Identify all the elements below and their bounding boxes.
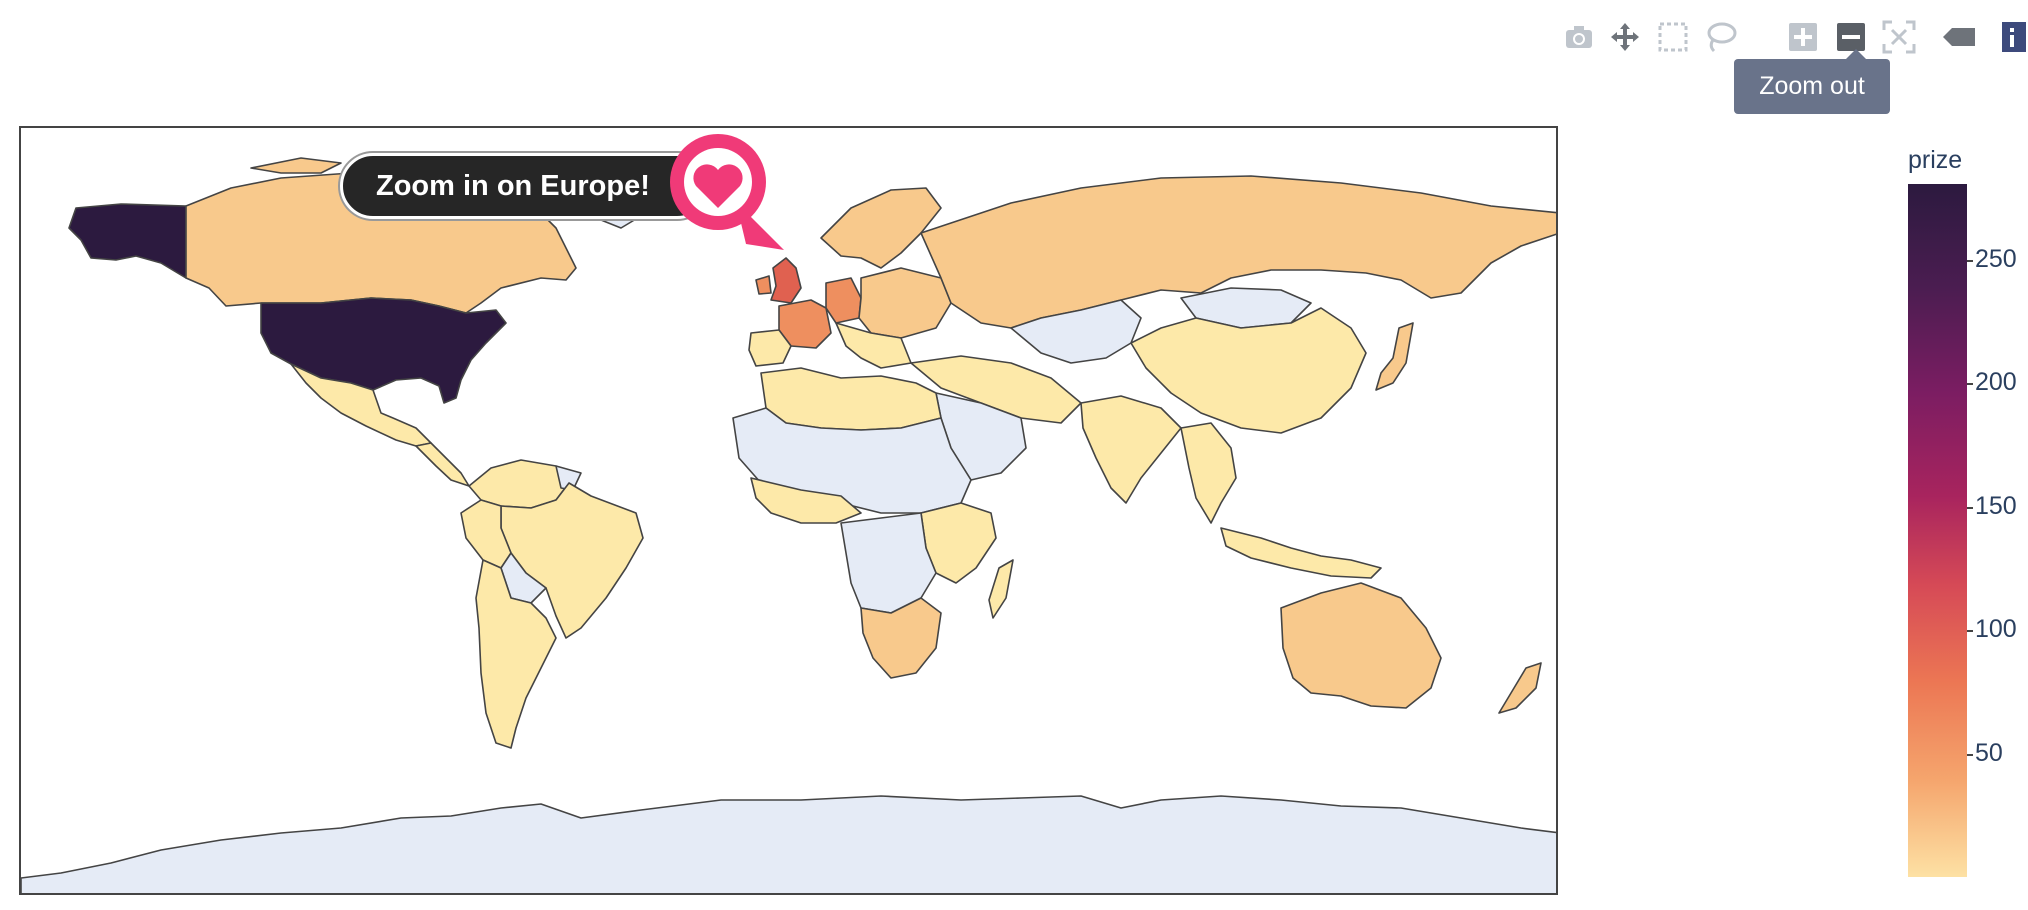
- country-italy-balkans: [835, 322, 912, 369]
- country-ireland: [755, 275, 772, 295]
- country-iberia: [748, 329, 792, 367]
- country-central-america: [415, 442, 470, 487]
- zoom-in-icon[interactable]: [1784, 18, 1822, 56]
- country-india: [1080, 395, 1182, 504]
- country-southeast-asia: [1180, 422, 1237, 524]
- callout-text: Zoom in on Europe!: [376, 169, 650, 202]
- country-canada-islands: [250, 157, 342, 174]
- country-southern-africa: [860, 597, 942, 679]
- box-select-icon[interactable]: [1654, 18, 1692, 56]
- hover-icon[interactable]: [1940, 18, 1978, 56]
- colorbar-title: prize: [1908, 146, 1963, 174]
- zoom-out-tooltip: Zoom out: [1734, 49, 1890, 114]
- colorbar-tickmark: [1967, 754, 1973, 756]
- colorbar-tickmark: [1967, 507, 1973, 509]
- colorbar-tick: 200: [1975, 368, 2017, 396]
- pan-icon[interactable]: [1606, 18, 1644, 56]
- colorbar-tick: 50: [1975, 739, 2003, 767]
- country-west-africa: [750, 477, 862, 524]
- camera-icon[interactable]: [1560, 18, 1598, 56]
- country-uk: [770, 257, 802, 304]
- country-turkey-iran: [910, 355, 1082, 424]
- country-scandinavia: [820, 187, 942, 269]
- country-antarctica: [21, 795, 1556, 893]
- country-argentina-chile: [475, 559, 557, 749]
- reset-view-icon[interactable]: [1880, 18, 1918, 56]
- country-australia: [1280, 582, 1442, 709]
- colorbar-tick: 150: [1975, 492, 2017, 520]
- country-china: [1130, 307, 1367, 434]
- modebar: [1560, 10, 2028, 54]
- colorbar-tickmark: [1967, 383, 1973, 385]
- country-usa: [260, 297, 507, 404]
- country-kazakhstan: [1010, 299, 1142, 364]
- country-eastern-europe: [858, 267, 952, 339]
- country-new-zealand: [1498, 662, 1542, 714]
- colorbar: [1908, 184, 1967, 877]
- colorbar-tickmark: [1967, 630, 1973, 632]
- zoom-out-icon[interactable]: [1832, 18, 1870, 56]
- country-north-africa: [760, 367, 942, 431]
- country-indonesia: [1220, 527, 1382, 579]
- colorbar-tickmark: [1967, 260, 1973, 262]
- country-madagascar: [988, 559, 1014, 619]
- country-japan: [1375, 322, 1414, 391]
- colorbar-tick: 100: [1975, 615, 2017, 643]
- country-alaska: [68, 203, 187, 279]
- zoom-europe-callout[interactable]: Zoom in on Europe!: [340, 153, 710, 219]
- lasso-select-icon[interactable]: [1702, 18, 1740, 56]
- geo-map[interactable]: [19, 126, 1558, 895]
- plotly-logo-icon[interactable]: [2000, 18, 2028, 56]
- country-germany: [825, 277, 862, 324]
- heart-icon[interactable]: [666, 132, 786, 252]
- colorbar-tick: 250: [1975, 245, 2017, 273]
